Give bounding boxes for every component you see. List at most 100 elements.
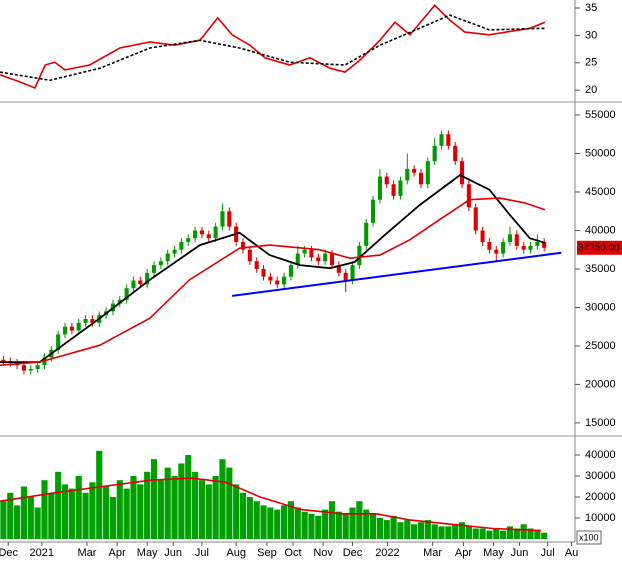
candle-body xyxy=(521,245,526,250)
x-tick-label: Mar xyxy=(423,547,442,559)
volume-bar xyxy=(198,480,206,539)
volume-bar xyxy=(411,524,418,539)
volume-bar xyxy=(479,528,486,539)
x-tick-label: 2022 xyxy=(375,547,399,559)
volume-bar xyxy=(233,484,240,539)
volume-bar xyxy=(363,509,370,539)
volume-bar xyxy=(178,463,185,539)
candle-body xyxy=(165,253,170,262)
volume-bar xyxy=(424,520,431,539)
volume-bar xyxy=(75,475,82,539)
x-tick-label: Aug xyxy=(226,547,246,559)
volume-bar xyxy=(41,480,48,539)
candle-body xyxy=(316,257,321,262)
candle-body xyxy=(507,234,513,243)
candle-body xyxy=(158,261,163,266)
volume-bar xyxy=(315,515,322,539)
candle-body xyxy=(282,276,287,285)
volume-bar xyxy=(438,526,445,539)
volume-bar xyxy=(157,480,164,539)
volume-bar xyxy=(0,501,7,539)
volume-bar xyxy=(14,505,21,539)
volume-bar xyxy=(89,482,96,539)
candle-body xyxy=(329,253,335,266)
candle-body xyxy=(542,242,547,248)
volume-bar xyxy=(513,528,520,539)
y-tick-label: 50000 xyxy=(585,147,616,159)
volume-bar xyxy=(452,524,459,539)
volume-bar xyxy=(274,509,281,539)
candle-body xyxy=(62,326,68,335)
volume-bar xyxy=(335,511,342,539)
volume-bar xyxy=(34,507,41,539)
candle-body xyxy=(275,280,280,285)
volume-bar xyxy=(212,475,219,539)
volume-bar xyxy=(239,492,247,539)
volume-bar xyxy=(171,475,178,539)
candle-body xyxy=(28,369,33,371)
y-tick-label: 15000 xyxy=(585,417,616,429)
candle-body xyxy=(412,168,417,173)
volume-bar xyxy=(55,471,62,539)
volume-bar xyxy=(144,471,151,539)
volume-bar xyxy=(506,526,514,539)
volume-bar xyxy=(192,471,199,539)
y-tick-label: 40000 xyxy=(585,224,616,236)
volume-bar xyxy=(219,459,226,539)
volume-bar xyxy=(20,486,28,539)
volume-bar xyxy=(376,517,383,539)
candle-body xyxy=(357,245,362,266)
volume-bar xyxy=(150,459,158,539)
volume-bar xyxy=(103,486,110,539)
candle-body xyxy=(261,268,266,277)
volume-bar xyxy=(109,496,117,539)
volume-bar xyxy=(493,528,500,539)
candle-body xyxy=(343,272,348,281)
candle-body xyxy=(193,230,198,239)
candle-body xyxy=(131,280,136,289)
volume-bar xyxy=(520,524,527,539)
x-tick-label: May xyxy=(137,547,158,559)
volume-bar xyxy=(541,532,548,539)
x-tick-label: May xyxy=(483,547,504,559)
x-tick-label: Apr xyxy=(108,547,125,559)
volume-bar xyxy=(123,488,130,539)
candle-body xyxy=(56,334,61,350)
volume-bar xyxy=(82,492,89,539)
candle-body xyxy=(453,145,458,162)
candle-body xyxy=(145,272,150,285)
y-tick-label: 30 xyxy=(585,29,597,41)
volume-bar xyxy=(486,530,493,539)
candle-body xyxy=(501,242,506,254)
candle-body xyxy=(466,184,471,208)
volume-bar xyxy=(116,480,123,539)
volume-bar xyxy=(185,454,192,539)
candle-body xyxy=(90,318,95,323)
candle-body xyxy=(323,253,328,262)
candle-body xyxy=(364,222,369,246)
volume-bar xyxy=(356,501,363,539)
x-tick-label: Dec xyxy=(0,547,18,559)
volume-bar xyxy=(246,496,253,539)
x-tick-label: Jul xyxy=(195,547,209,559)
y-tick-label: 20000 xyxy=(585,491,616,503)
volume-bar xyxy=(397,522,404,539)
volume-bar xyxy=(465,526,472,539)
candle-body xyxy=(473,207,478,231)
volume-bar xyxy=(369,513,377,539)
last-price-label: 37750.00 xyxy=(578,242,620,253)
volume-bar xyxy=(500,530,507,539)
candle-body xyxy=(124,288,129,300)
candle-body xyxy=(439,134,444,146)
volume-bar xyxy=(404,520,411,539)
x-tick-label: 2021 xyxy=(30,547,54,559)
y-tick-label: 30000 xyxy=(585,470,616,482)
volume-bar xyxy=(137,484,144,539)
unit-box xyxy=(576,530,602,545)
x-tick-label: Jun xyxy=(164,547,182,559)
candle-body xyxy=(480,230,485,243)
candle-body xyxy=(295,253,300,266)
candle-body xyxy=(350,265,355,281)
